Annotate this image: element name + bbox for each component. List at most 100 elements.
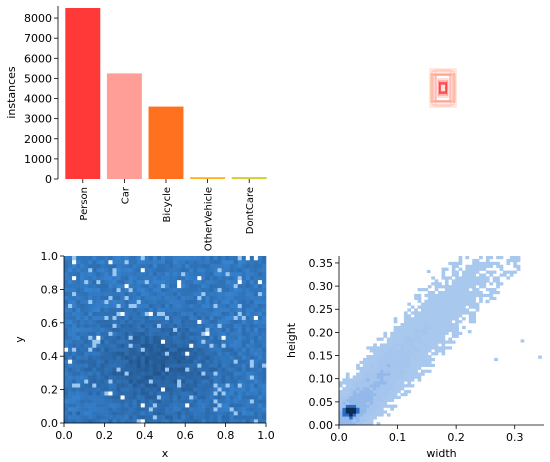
wh-cell [462,311,466,315]
wh-cell [376,360,381,365]
xy-cell [221,375,226,380]
xy-cell [217,399,222,404]
wh-cell [427,346,432,350]
xy-cell [136,375,142,380]
xy-cell [249,263,255,269]
wh-cell [479,285,483,289]
wh-cell [417,355,422,359]
xy-cell [156,347,162,352]
xy-cell [205,291,210,297]
xy-cell [128,295,133,301]
xy-cell [173,387,178,392]
xy-cell [132,403,138,408]
xy-cell [88,335,93,340]
wh-cell [380,357,384,362]
xy-cell [80,399,85,404]
xy-cell [72,303,77,308]
xy-cell [128,371,133,376]
xy-cell [249,383,255,388]
wh-cell [359,416,364,420]
xy-cell [152,299,158,305]
wh-cell [403,323,408,327]
wh-cell [444,267,449,271]
wh-cell [349,404,353,408]
xy-cell [205,343,210,348]
xy-cell [136,299,142,305]
xy-cell [100,323,105,328]
xy-cell [116,383,121,388]
xy-cell [253,263,259,269]
xy-cell [169,383,174,388]
xy-cell [177,323,182,328]
xy-cell [84,291,89,297]
xy-cell [245,407,251,412]
xy-cell [76,343,81,348]
xy-cell [181,407,186,412]
wh-cell [410,334,415,338]
xy-cell [120,363,125,368]
xy-cell [88,295,93,301]
xy-cell [84,371,89,376]
xy-cell [132,279,138,285]
wh-cell [441,337,446,341]
xy-cell [245,263,251,269]
xy-cell [193,267,198,273]
wh-cell [362,372,367,376]
wh-cell [513,256,517,260]
xy-cell [112,403,117,408]
xy-cell [72,319,77,324]
xy-cell [229,371,234,376]
wh-cell [383,334,388,338]
xy-cell [193,323,198,328]
xy-cell [112,327,117,332]
xy-cell [205,411,210,416]
wh-cell [444,296,449,301]
xy-cell [104,295,109,301]
wh-cell [376,375,381,379]
xy-cell [225,256,230,261]
xy-cell [225,383,230,388]
wh-cell [345,398,350,402]
xy-cell [189,335,194,340]
xy-cell [132,267,138,273]
wh-cell [400,387,405,391]
xy-cell [112,271,117,277]
wh-cell [485,288,490,292]
xy-cell [88,415,93,420]
xy-cell [100,291,105,297]
xy-cell [245,367,251,372]
xy-cell [237,327,243,332]
wh-cell [444,285,449,289]
xy-cell [160,363,166,368]
xy-cell [205,279,210,285]
xy-cell [132,411,138,416]
wh-cell [339,384,343,388]
wh-cell [465,264,470,268]
wh-cell [424,293,429,298]
xy-cell [120,323,125,328]
xy-cell [237,367,243,372]
xy-cell [140,295,146,301]
xy-cell [253,279,259,285]
wh-cell [509,258,514,263]
xy-cell [253,331,259,336]
xy-cell [249,259,255,265]
wh-cell [393,352,398,356]
wh-cell [468,293,473,298]
wh-cell [380,378,384,382]
xy-cell [124,267,129,273]
xy-cell [229,263,234,269]
wh-cell [352,395,357,400]
xy-cell [245,307,251,312]
xy-cell [96,363,101,368]
xy-cell [80,259,85,265]
wh-cell [441,328,446,333]
xy-cell [245,419,251,424]
xy-cell [80,315,85,320]
xy-cell [128,359,133,364]
xy-cell [148,271,154,277]
xy-cell [80,391,85,396]
xy-y-axis-title: y [13,336,26,343]
wh-cell [441,299,446,303]
wh-cell [373,413,377,417]
